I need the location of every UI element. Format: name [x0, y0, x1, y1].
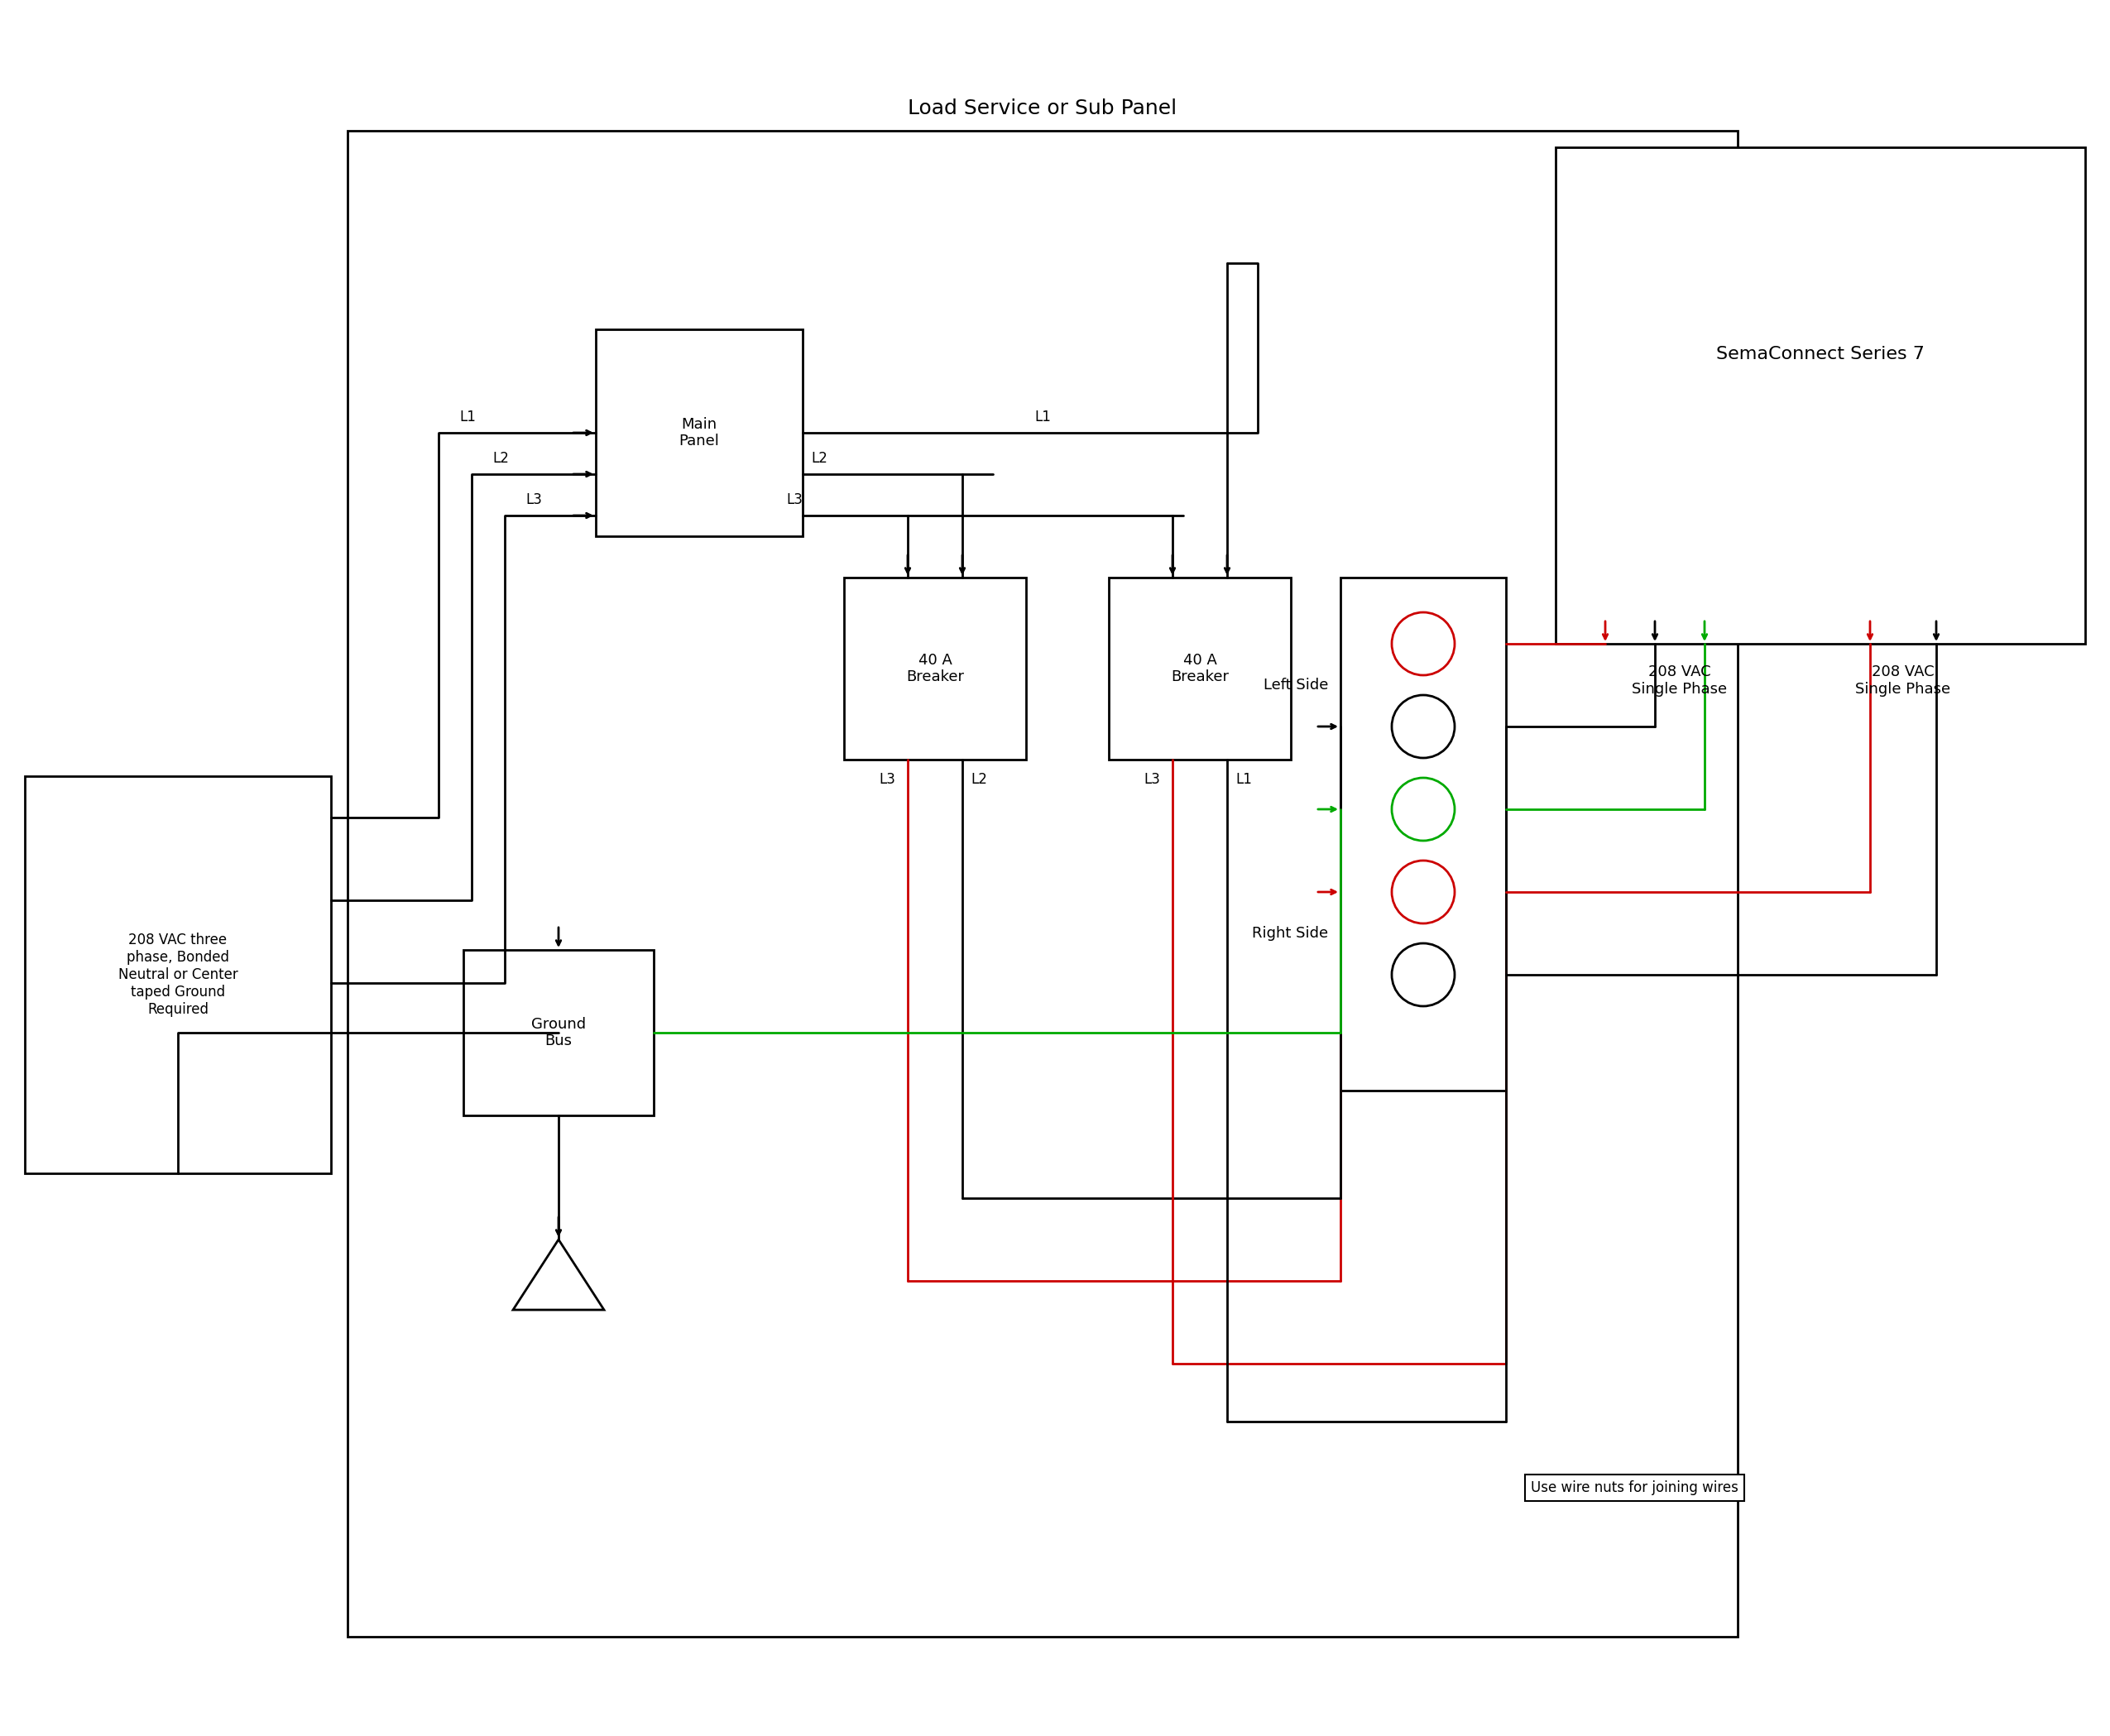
Text: SemaConnect Series 7: SemaConnect Series 7	[1715, 345, 1924, 363]
Text: Use wire nuts for joining wires: Use wire nuts for joining wires	[1530, 1481, 1739, 1495]
Text: L1: L1	[1234, 773, 1251, 786]
Bar	[1555, 148, 2085, 644]
Text: L3: L3	[1144, 773, 1160, 786]
Text: Load Service or Sub Panel: Load Service or Sub Panel	[907, 99, 1177, 118]
Text: 208 VAC
Single Phase: 208 VAC Single Phase	[1633, 665, 1728, 696]
Text: 40 A
Breaker: 40 A Breaker	[1171, 653, 1228, 684]
Bar	[348, 130, 1739, 1637]
Text: L2: L2	[810, 451, 827, 465]
Text: Left Side: Left Side	[1264, 677, 1327, 693]
Text: L2: L2	[492, 451, 509, 465]
Text: L3: L3	[880, 773, 895, 786]
Text: 208 VAC three
phase, Bonded
Neutral or Center
taped Ground
Required: 208 VAC three phase, Bonded Neutral or C…	[118, 932, 238, 1017]
Text: L1: L1	[460, 410, 475, 425]
Text: 208 VAC
Single Phase: 208 VAC Single Phase	[1855, 665, 1952, 696]
Bar	[844, 578, 1025, 760]
Text: Ground
Bus: Ground Bus	[532, 1017, 587, 1049]
Bar	[595, 330, 802, 536]
Text: L2: L2	[971, 773, 987, 786]
Bar	[1340, 578, 1507, 1090]
Circle shape	[1393, 861, 1454, 924]
Bar	[25, 776, 331, 1174]
Bar	[464, 950, 654, 1116]
Bar	[1108, 578, 1291, 760]
Circle shape	[1393, 613, 1454, 675]
Text: L1: L1	[1034, 410, 1051, 425]
Text: 40 A
Breaker: 40 A Breaker	[905, 653, 964, 684]
Circle shape	[1393, 943, 1454, 1007]
Circle shape	[1393, 778, 1454, 840]
Text: L3: L3	[787, 493, 802, 507]
Text: Main
Panel: Main Panel	[679, 417, 720, 450]
Text: Right Side: Right Side	[1251, 925, 1327, 941]
Circle shape	[1393, 694, 1454, 759]
Text: L3: L3	[525, 493, 542, 507]
Polygon shape	[513, 1240, 603, 1311]
